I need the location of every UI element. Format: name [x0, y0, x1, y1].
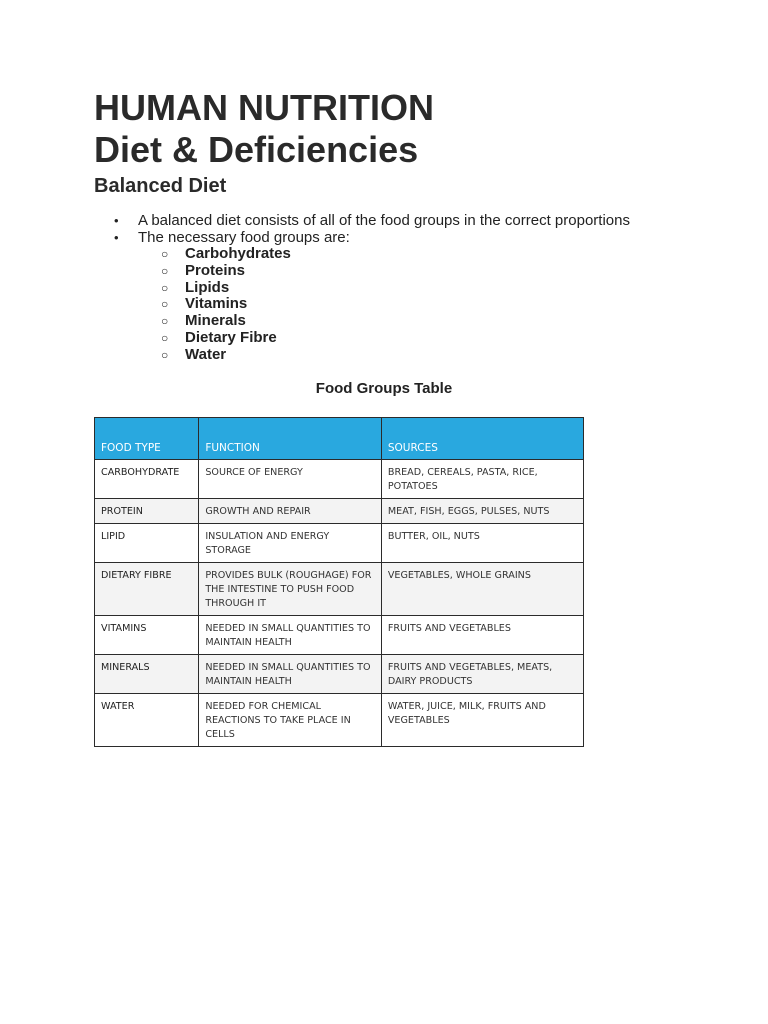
- table-cell: WATER: [93, 693, 200, 747]
- bullet-item: The necessary food groups are: Carbohydr…: [114, 229, 694, 364]
- table-cell: FRUITS AND VEGETABLES, MEATS, DAIRY PROD…: [380, 654, 585, 694]
- table-row: CARBOHYDRATE SOURCE OF ENERGY BREAD, CER…: [93, 459, 585, 499]
- table-cell: BREAD, CEREALS, PASTA, RICE, POTATOES: [380, 459, 585, 499]
- table-title: Food Groups Table: [315, 380, 453, 397]
- table-cell: GROWTH AND REPAIR: [198, 498, 382, 524]
- table-row: WATER NEEDED FOR CHEMICAL REACTIONS TO T…: [93, 693, 585, 747]
- food-group-item: Carbohydrates: [161, 245, 694, 263]
- table-cell: INSULATION AND ENERGY STORAGE: [198, 523, 382, 563]
- table-row: PROTEIN GROWTH AND REPAIR MEAT, FISH, EG…: [93, 498, 585, 524]
- table-cell: NEEDED FOR CHEMICAL REACTIONS TO TAKE PL…: [198, 693, 382, 747]
- table-cell: PROTEIN: [93, 498, 200, 524]
- food-group-item: Water: [161, 346, 694, 364]
- table-cell: NEEDED IN SMALL QUANTITIES TO MAINTAIN H…: [198, 654, 382, 694]
- table-cell: CARBOHYDRATE: [93, 459, 200, 499]
- table-header-row: FOOD TYPE FUNCTION SOURCES: [93, 417, 585, 460]
- food-group-item: Proteins: [161, 262, 694, 280]
- column-header: FOOD TYPE: [93, 417, 200, 460]
- table-cell: NEEDED IN SMALL QUANTITIES TO MAINTAIN H…: [198, 615, 382, 655]
- table-cell: PROVIDES BULK (ROUGHAGE) FOR THE INTESTI…: [198, 562, 382, 616]
- food-group-item: Minerals: [161, 312, 694, 330]
- bullet-item: A balanced diet consists of all of the f…: [114, 212, 694, 229]
- table-cell: BUTTER, OIL, NUTS: [380, 523, 585, 563]
- document-page: HUMAN NUTRITION Diet & Deficiencies Bala…: [93, 87, 694, 747]
- section-heading: Balanced Diet: [94, 175, 227, 197]
- table-row: DIETARY FIBRE PROVIDES BULK (ROUGHAGE) F…: [93, 562, 585, 616]
- food-groups-table: FOOD TYPE FUNCTION SOURCES CARBOHYDRATE …: [93, 417, 585, 747]
- bullet-list: A balanced diet consists of all of the f…: [94, 212, 694, 364]
- table-cell: DIETARY FIBRE: [93, 562, 200, 616]
- food-group-item: Vitamins: [161, 296, 694, 313]
- column-header: FUNCTION: [198, 417, 382, 460]
- table-cell: MINERALS: [93, 654, 200, 694]
- table-cell: MEAT, FISH, EGGS, PULSES, NUTS: [380, 498, 585, 524]
- table-cell: LIPID: [93, 523, 200, 563]
- table-cell: VEGETABLES, WHOLE GRAINS: [380, 562, 585, 616]
- food-group-item: Lipids: [161, 279, 694, 297]
- column-header: SOURCES: [380, 417, 585, 460]
- table-cell: VITAMINS: [93, 615, 200, 655]
- table-cell: WATER, JUICE, MILK, FRUITS AND VEGETABLE…: [380, 693, 585, 747]
- page-subtitle: Diet & Deficiencies: [94, 129, 419, 170]
- food-group-item: Dietary Fibre: [161, 329, 694, 347]
- page-title: HUMAN NUTRITION: [94, 87, 434, 128]
- food-group-list: Carbohydrates Proteins Lipids Vitamins M…: [138, 245, 694, 364]
- table-cell: FRUITS AND VEGETABLES: [380, 615, 585, 655]
- table-row: VITAMINS NEEDED IN SMALL QUANTITIES TO M…: [93, 615, 585, 655]
- table-row: MINERALS NEEDED IN SMALL QUANTITIES TO M…: [93, 654, 585, 694]
- table-cell: SOURCE OF ENERGY: [198, 459, 382, 499]
- table-row: LIPID INSULATION AND ENERGY STORAGE BUTT…: [93, 523, 585, 563]
